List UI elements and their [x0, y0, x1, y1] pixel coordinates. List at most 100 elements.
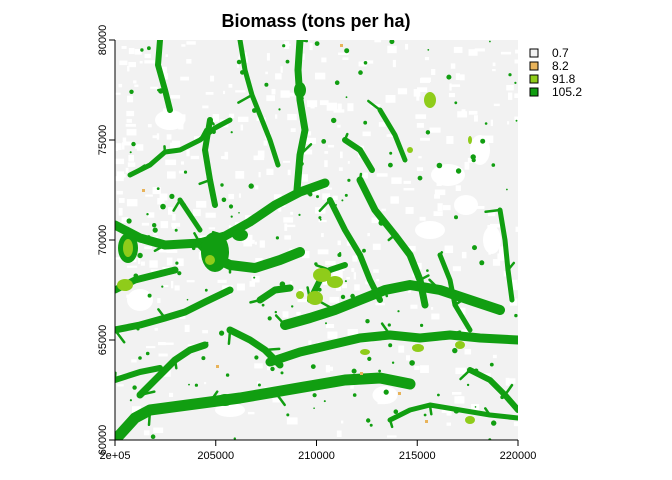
forest-speck	[228, 204, 234, 209]
forest-speck	[313, 407, 315, 410]
forest-speck	[389, 40, 395, 45]
forest-speck	[314, 262, 318, 266]
forest-branch	[274, 314, 287, 327]
nodata-cell	[431, 313, 440, 320]
nodata-cell	[416, 92, 420, 101]
forest-patch	[294, 82, 306, 98]
forest-speck	[362, 248, 366, 253]
nodata-cell	[371, 217, 380, 224]
nodata-cell	[333, 109, 345, 113]
nodata-cell	[271, 88, 276, 95]
biomass-patch-91-8	[296, 291, 304, 299]
nodata-cell	[139, 60, 143, 64]
nodata-cell	[287, 113, 297, 121]
forest-branch	[484, 208, 502, 214]
forest-speck	[402, 377, 407, 382]
forest-speck	[238, 212, 240, 214]
nodata-cell	[273, 194, 282, 200]
nodata-cell	[249, 239, 255, 244]
nodata-cell	[123, 141, 132, 146]
forest-branch	[448, 330, 462, 337]
nodata-cell	[217, 279, 227, 283]
nodata-cell	[171, 226, 177, 229]
y-axis-ticks: 60000 65000 70000 75000 80000	[97, 25, 115, 455]
biomass-patch-91-8	[307, 291, 323, 305]
nodata-cell	[138, 256, 141, 264]
forest-speck	[158, 88, 164, 94]
forest-speck	[455, 168, 462, 174]
nodata-cell	[298, 174, 308, 182]
forest-speck	[351, 368, 357, 374]
nodata-cell	[180, 76, 189, 81]
forest-speck	[366, 418, 371, 423]
nodata-cell	[144, 53, 151, 59]
forest-speck	[314, 41, 320, 46]
nodata-cell	[406, 355, 410, 361]
nodata-area	[483, 226, 501, 254]
nodata-cell	[352, 255, 358, 262]
nodata-cell	[515, 49, 518, 54]
forest-branch	[319, 301, 337, 312]
biomass-patch-91-8	[465, 416, 475, 424]
nodata-cell	[144, 246, 152, 250]
forest-speck	[514, 313, 518, 318]
nodata-cell	[160, 221, 169, 229]
nodata-cell	[204, 382, 207, 385]
forest-speck	[152, 227, 158, 233]
nodata-cell	[364, 60, 374, 64]
nodata-cell	[308, 340, 312, 345]
nodata-cell	[433, 211, 443, 216]
y-tick-label: 80000	[97, 25, 109, 56]
nodata-cell	[181, 44, 186, 47]
nodata-cell	[247, 411, 255, 415]
forest-speck	[335, 204, 338, 206]
nodata-cell	[128, 155, 134, 162]
forest-branch	[506, 261, 516, 272]
nodata-cell	[514, 59, 518, 64]
forest-speck	[325, 322, 327, 325]
forest-corridor	[377, 107, 408, 163]
forest-speck	[341, 304, 344, 307]
forest-speck	[514, 81, 517, 84]
forest-branch	[153, 243, 167, 253]
nodata-cell	[317, 249, 329, 255]
nodata-cell	[205, 92, 214, 95]
forest-speck	[133, 273, 139, 279]
forest-speck	[175, 261, 179, 265]
forest-speck	[379, 333, 385, 339]
nodata-cell	[166, 257, 173, 266]
nodata-cell	[446, 409, 452, 416]
nodata-cell	[267, 364, 272, 371]
forest-corridor	[127, 117, 233, 178]
biomass-patch-8-2	[216, 365, 219, 368]
nodata-cell	[275, 114, 278, 119]
forest-speck	[137, 252, 143, 259]
nodata-cell	[238, 116, 249, 122]
forest-speck	[479, 260, 485, 266]
nodata-cell	[166, 134, 172, 140]
nodata-cell	[140, 261, 145, 266]
nodata-cell	[514, 93, 518, 98]
nodata-cell	[431, 307, 434, 310]
forest-speck	[344, 48, 350, 54]
legend-swatch	[529, 61, 539, 71]
forest-speck	[508, 73, 512, 77]
forest-branch	[138, 390, 156, 397]
forest-speck	[369, 423, 373, 427]
nodata-cell	[254, 363, 263, 369]
forest-speck	[344, 193, 348, 197]
forest-speck	[352, 393, 357, 397]
nodata-cell	[324, 160, 328, 168]
nodata-cell	[457, 396, 463, 401]
forest-speck	[480, 138, 486, 144]
nodata-area	[454, 195, 478, 215]
nodata-cell	[324, 151, 329, 154]
nodata-cell	[464, 349, 472, 355]
nodata-cell	[332, 195, 338, 201]
nodata-cell	[410, 304, 418, 309]
forest-branch	[147, 408, 152, 427]
forest-branch	[263, 127, 272, 142]
forest-speck	[177, 271, 182, 276]
nodata-cell	[376, 279, 380, 282]
nodata-cell	[116, 171, 125, 179]
